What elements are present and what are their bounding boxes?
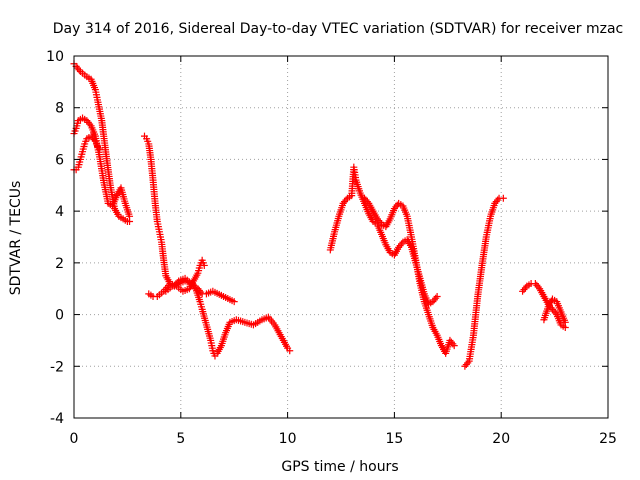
x-axis-title: GPS time / hours	[281, 459, 398, 475]
data-marker	[494, 196, 502, 204]
data-marker	[449, 340, 457, 348]
data-marker	[342, 196, 350, 204]
data-marker	[521, 284, 529, 292]
series-track-f	[162, 277, 294, 360]
y-tick-label: -4	[50, 411, 64, 427]
series-track-h	[360, 194, 458, 357]
chart-title: Day 314 of 2016, Sidereal Day-to-day VTE…	[53, 21, 623, 37]
y-tick-label: -2	[50, 359, 64, 375]
x-tick-label: 0	[70, 431, 79, 447]
data-marker	[376, 218, 384, 226]
y-tick-label: 0	[55, 308, 64, 324]
data-marker	[86, 120, 94, 128]
x-tick-label: 25	[599, 431, 617, 447]
data-marker	[398, 240, 406, 248]
data-point	[433, 292, 441, 300]
data-marker	[551, 309, 559, 317]
data-marker	[90, 136, 98, 144]
series-track-i	[461, 194, 507, 370]
data-point	[200, 261, 208, 269]
x-tick-label: 15	[385, 431, 403, 447]
data-series	[70, 60, 569, 370]
x-tick-label: 5	[176, 431, 185, 447]
y-tick-label: 8	[55, 101, 64, 117]
data-marker	[363, 198, 371, 206]
series-track-j	[519, 280, 569, 331]
series-track-c	[70, 132, 104, 174]
series-track-k	[540, 295, 569, 326]
data-point	[96, 145, 104, 153]
data-point	[126, 212, 134, 220]
data-point	[561, 318, 569, 326]
y-axis-title: SDTVAR / TECUs	[8, 181, 24, 296]
y-tick-label: 4	[55, 204, 64, 220]
plot-frame	[73, 55, 609, 419]
data-point	[499, 194, 507, 202]
data-marker	[534, 283, 542, 291]
data-point	[230, 298, 238, 306]
data-point	[450, 342, 458, 350]
data-marker	[464, 359, 472, 367]
data-marker	[432, 294, 440, 302]
series-track-e	[145, 256, 208, 300]
axis-ticks: 0 5 10 15 20 25 -4 -2 0 2 4 6 8 10	[46, 49, 617, 447]
y-tick-label: 6	[55, 152, 64, 168]
data-marker	[190, 283, 198, 291]
y-tick-label: 2	[55, 256, 64, 272]
data-point	[286, 347, 294, 355]
x-tick-label: 20	[492, 431, 510, 447]
y-tick-label: 10	[46, 49, 64, 65]
x-tick-label: 10	[279, 431, 297, 447]
data-marker	[75, 66, 83, 74]
